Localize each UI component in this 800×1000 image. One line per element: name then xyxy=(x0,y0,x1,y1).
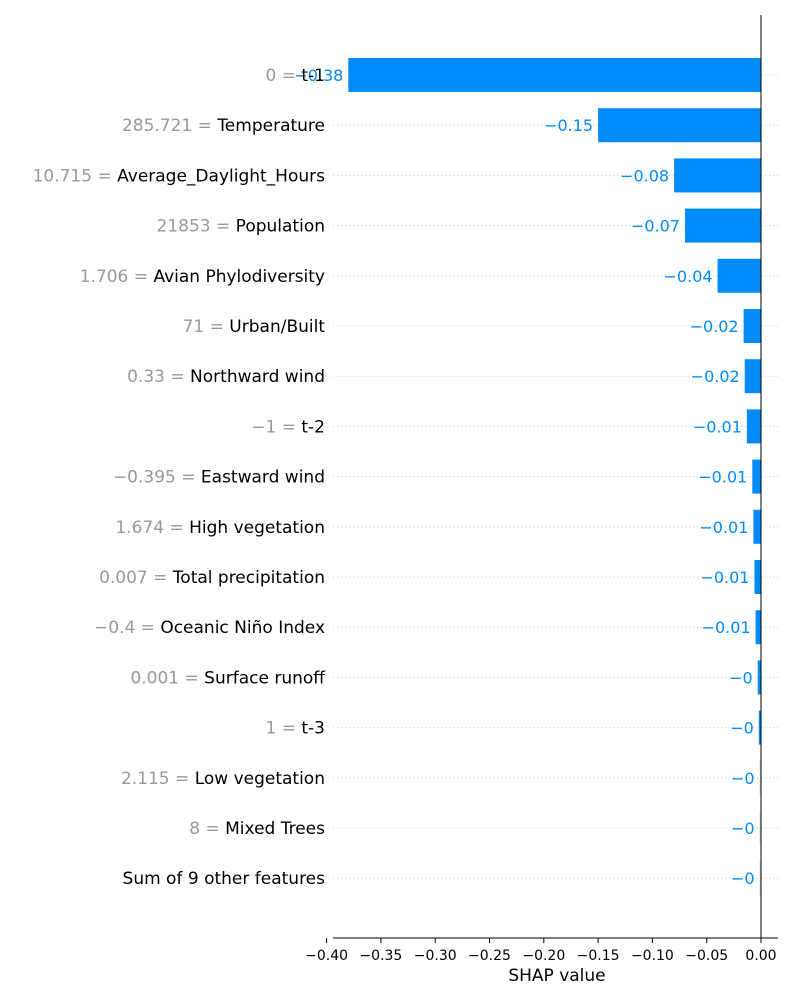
feature-value: 21853 = xyxy=(157,217,236,237)
bar xyxy=(744,359,761,394)
feature-value: 285.721 = xyxy=(122,116,217,136)
bar-value-label: −0.02 xyxy=(690,317,739,336)
feature-value: 1 = xyxy=(266,719,302,739)
feature-value: 0.001 = xyxy=(130,668,204,688)
bar-value-label: −0.01 xyxy=(702,618,751,637)
feature-name: Oceanic Niño Index xyxy=(160,618,325,638)
bar xyxy=(754,560,761,594)
bar-value-label: −0.01 xyxy=(693,417,742,436)
feature-value: 0.007 = xyxy=(99,568,173,588)
feature-value: 1.706 = xyxy=(80,267,154,287)
feature-value: 2.115 = xyxy=(121,769,195,789)
bar-value-label: −0.07 xyxy=(631,217,680,236)
x-tick-label: −0.10 xyxy=(631,948,674,964)
feature-name: Total precipitation xyxy=(172,568,325,588)
feature-name: Population xyxy=(236,217,325,237)
feature-label: 8 = Mixed Trees xyxy=(189,819,325,839)
bar xyxy=(759,760,761,795)
bar-value-label: −0.01 xyxy=(698,468,747,487)
feature-name: Urban/Built xyxy=(229,317,325,337)
feature-name: t-3 xyxy=(301,719,325,739)
feature-name: High vegetation xyxy=(189,518,325,538)
feature-name: Northward wind xyxy=(190,367,325,387)
x-tick-label: −0.05 xyxy=(685,948,728,964)
bar-value-label: −0 xyxy=(730,719,754,738)
feature-label: 0.33 = Northward wind xyxy=(127,367,325,387)
bar-value-label: −0.08 xyxy=(620,166,669,185)
feature-name: Average_Daylight_Hours xyxy=(117,166,325,186)
feature-label: 21853 = Population xyxy=(157,217,325,237)
feature-value: 71 = xyxy=(183,317,230,337)
feature-name: Avian Phylodiversity xyxy=(153,267,325,287)
x-axis: −0.40 −0.35 −0.30 −0.25 −0.20 −0.15 −0.10 −0.05… xyxy=(305,937,778,964)
feature-value: −1 = xyxy=(251,417,301,437)
bar xyxy=(759,861,761,896)
feature-name: Eastward wind xyxy=(201,468,325,488)
feature-name: Mixed Trees xyxy=(225,819,325,839)
bar xyxy=(759,811,761,845)
bar xyxy=(752,459,761,494)
feature-label: 2.115 = Low vegetation xyxy=(121,769,325,789)
x-tick-label: −0.15 xyxy=(577,948,620,964)
feature-label: 1.674 = High vegetation xyxy=(115,518,325,538)
bar-value-label: −0.04 xyxy=(664,267,713,286)
x-tick-label: 0.00 xyxy=(745,948,776,964)
bar xyxy=(757,660,761,695)
feature-label: 285.721 = Temperature xyxy=(122,116,325,136)
feature-name: Surface runoff xyxy=(204,668,326,688)
feature-value: −0.4 = xyxy=(94,618,160,638)
bar-value-label: −0 xyxy=(731,769,755,788)
bar xyxy=(674,158,761,193)
bar-value-label: −0.15 xyxy=(544,116,593,135)
feature-label: −0.4 = Oceanic Niño Index xyxy=(94,618,325,638)
bar xyxy=(753,509,761,544)
x-tick-label: −0.40 xyxy=(305,948,348,964)
feature-value: −0.395 = xyxy=(113,468,201,488)
feature-label: 0.007 = Total precipitation xyxy=(99,568,325,588)
feature-label: 1 = t-3 xyxy=(266,719,326,739)
feature-label: 0 = t-1 xyxy=(266,66,326,86)
feature-label: −1 = t-2 xyxy=(251,417,325,437)
bar xyxy=(717,258,761,293)
x-tick-label: −0.25 xyxy=(468,948,511,964)
feature-value: 8 = xyxy=(189,819,225,839)
bar xyxy=(758,710,761,745)
feature-label: 1.706 = Avian Phylodiversity xyxy=(80,267,325,287)
x-axis-label: SHAP value xyxy=(508,966,605,986)
x-tick-label: −0.35 xyxy=(359,948,402,964)
bar-value-label: −0.01 xyxy=(700,568,749,587)
feature-label: 71 = Urban/Built xyxy=(183,317,326,337)
feature-label: Sum of 9 other features xyxy=(123,869,326,889)
x-tick-label: −0.20 xyxy=(522,948,565,964)
feature-label: 10.715 = Average_Daylight_Hours xyxy=(33,166,326,186)
bar-value-label: −0 xyxy=(731,819,755,838)
bar xyxy=(755,610,761,645)
x-tick-label: −0.30 xyxy=(414,948,457,964)
feature-name: t-2 xyxy=(301,417,325,437)
feature-labels: −0.380 = t-1 −0.15 285.721 = Temperature −0… xyxy=(33,66,755,889)
feature-label: −0.395 = Eastward wind xyxy=(113,468,325,488)
bar-value-label: −0.02 xyxy=(691,367,740,386)
feature-name: t-1 xyxy=(301,66,325,86)
feature-value: 1.674 = xyxy=(115,518,189,538)
feature-label: 0.001 = Surface runoff xyxy=(130,668,326,688)
bar-value-label: −0 xyxy=(731,869,755,888)
bars xyxy=(348,58,761,896)
bar-value-label: −0 xyxy=(729,668,753,687)
bar xyxy=(746,409,761,444)
feature-value: 0 = xyxy=(266,66,302,86)
feature-name: Temperature xyxy=(216,116,325,136)
feature-value: 0.33 = xyxy=(127,367,190,387)
bar-value-label: −0.38 xyxy=(294,66,343,85)
bar xyxy=(684,208,761,243)
bar xyxy=(743,309,761,343)
bar xyxy=(348,58,761,92)
feature-value: 10.715 = xyxy=(33,166,118,186)
feature-name: Sum of 9 other features xyxy=(123,869,326,889)
feature-name: Low vegetation xyxy=(195,769,325,789)
bar xyxy=(598,108,761,143)
bar-value-label: −0.01 xyxy=(699,518,748,537)
